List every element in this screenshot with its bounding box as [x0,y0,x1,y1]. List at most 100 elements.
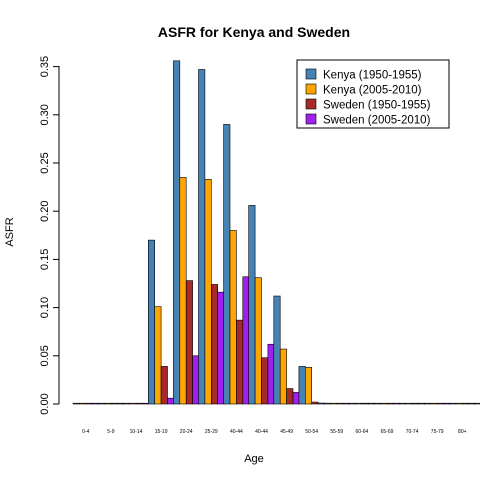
bar [393,402,401,405]
bar [204,179,212,405]
x-axis-label: Age [244,453,264,465]
bar [468,402,476,405]
legend-label: Kenya (1950-1955) [323,70,422,82]
bar [97,402,105,405]
bar [72,402,80,405]
bar [148,239,156,405]
legend-label: Kenya (2005-2010) [323,85,422,97]
x-tick-label: 40-44 [255,429,268,435]
legend-swatch [305,83,317,95]
bar [179,177,187,405]
bar [217,291,225,405]
bar [261,357,269,405]
bar [242,276,250,405]
bar [304,367,312,405]
bar [142,402,150,405]
x-tick-label: 55-59 [330,429,343,435]
y-axis-ticks: 0.00 0.05 0.10 0.15 0.20 0.25 0.30 0.35 [39,56,59,415]
bar [254,277,262,405]
bar [286,388,294,405]
bar [117,402,125,405]
y-tick-label: 0.30 [39,104,51,125]
x-tick-label: 15-19 [155,429,168,435]
legend-label: Sweden (1950-1955) [323,100,431,112]
bar [330,402,338,405]
bar [192,355,200,405]
x-axis-tick-labels: 0-4 5-9 10-14 15-19 20-24 25-29 40-44 40-44 45-4… [82,429,466,435]
y-tick-label: 0.10 [39,297,51,318]
bar [298,366,306,405]
bar [122,402,130,405]
bar [173,60,181,405]
x-tick-label: 10-14 [130,429,143,435]
x-tick-label: 75-79 [431,429,444,435]
bar [79,402,87,405]
bar [317,402,325,405]
x-tick-label: 80+ [458,429,467,435]
legend-label: Sweden (2005-2010) [323,115,431,127]
x-tick-label: 45-49 [280,429,293,435]
bar [461,402,469,405]
y-tick-label: 0.00 [39,393,51,414]
bar [154,306,162,405]
y-tick-label: 0.15 [39,249,51,270]
x-tick-label: 50-54 [305,429,318,435]
bar [229,230,237,405]
y-tick-label: 0.35 [39,56,51,77]
bar [185,280,193,405]
bar [267,343,275,405]
bar [373,402,381,405]
x-tick-label: 0-4 [82,429,89,435]
y-tick-label: 0.20 [39,200,51,221]
y-tick-label: 0.05 [39,345,51,366]
bar [342,402,350,405]
legend-swatch [305,113,317,125]
bar [129,402,137,405]
x-tick-label: 25-29 [205,429,218,435]
bar [436,402,444,405]
bar [292,392,300,405]
bar [236,319,244,405]
chart-title: ASFR for Kenya and Sweden [158,24,350,40]
x-tick-label: 60-64 [356,429,369,435]
x-tick-label: 20-24 [180,429,193,435]
bar [418,402,426,405]
bar [424,402,432,405]
y-axis-label: ASFR [4,217,16,246]
bar [474,402,480,405]
bar [386,402,394,405]
bar [455,402,463,405]
bar [449,402,457,405]
bar [311,401,319,405]
legend-swatch [305,98,317,110]
legend-swatch [305,68,317,80]
bar [248,205,256,405]
y-tick-label: 0.25 [39,152,51,173]
bar [380,402,388,405]
bar [110,402,118,405]
x-tick-label: 40-44 [230,429,243,435]
bar [355,402,363,405]
bar [336,402,344,405]
bars [72,60,480,405]
bar [223,124,231,405]
bar [323,402,331,405]
bar [443,402,451,405]
bar [348,402,356,405]
bar [104,402,112,405]
bar [135,402,143,405]
bar [85,402,93,405]
bar [279,348,287,405]
bar [405,402,413,405]
bar [411,402,419,405]
bar [430,402,438,405]
bar [211,284,219,405]
legend: Kenya (1950-1955) Kenya (2005-2010) Sweden… [296,59,450,129]
x-tick-label: 70-74 [406,429,419,435]
bar [398,402,406,405]
legend-box [296,59,450,129]
x-tick-label: 65-69 [381,429,394,435]
bar [367,402,375,405]
bar [361,402,369,405]
